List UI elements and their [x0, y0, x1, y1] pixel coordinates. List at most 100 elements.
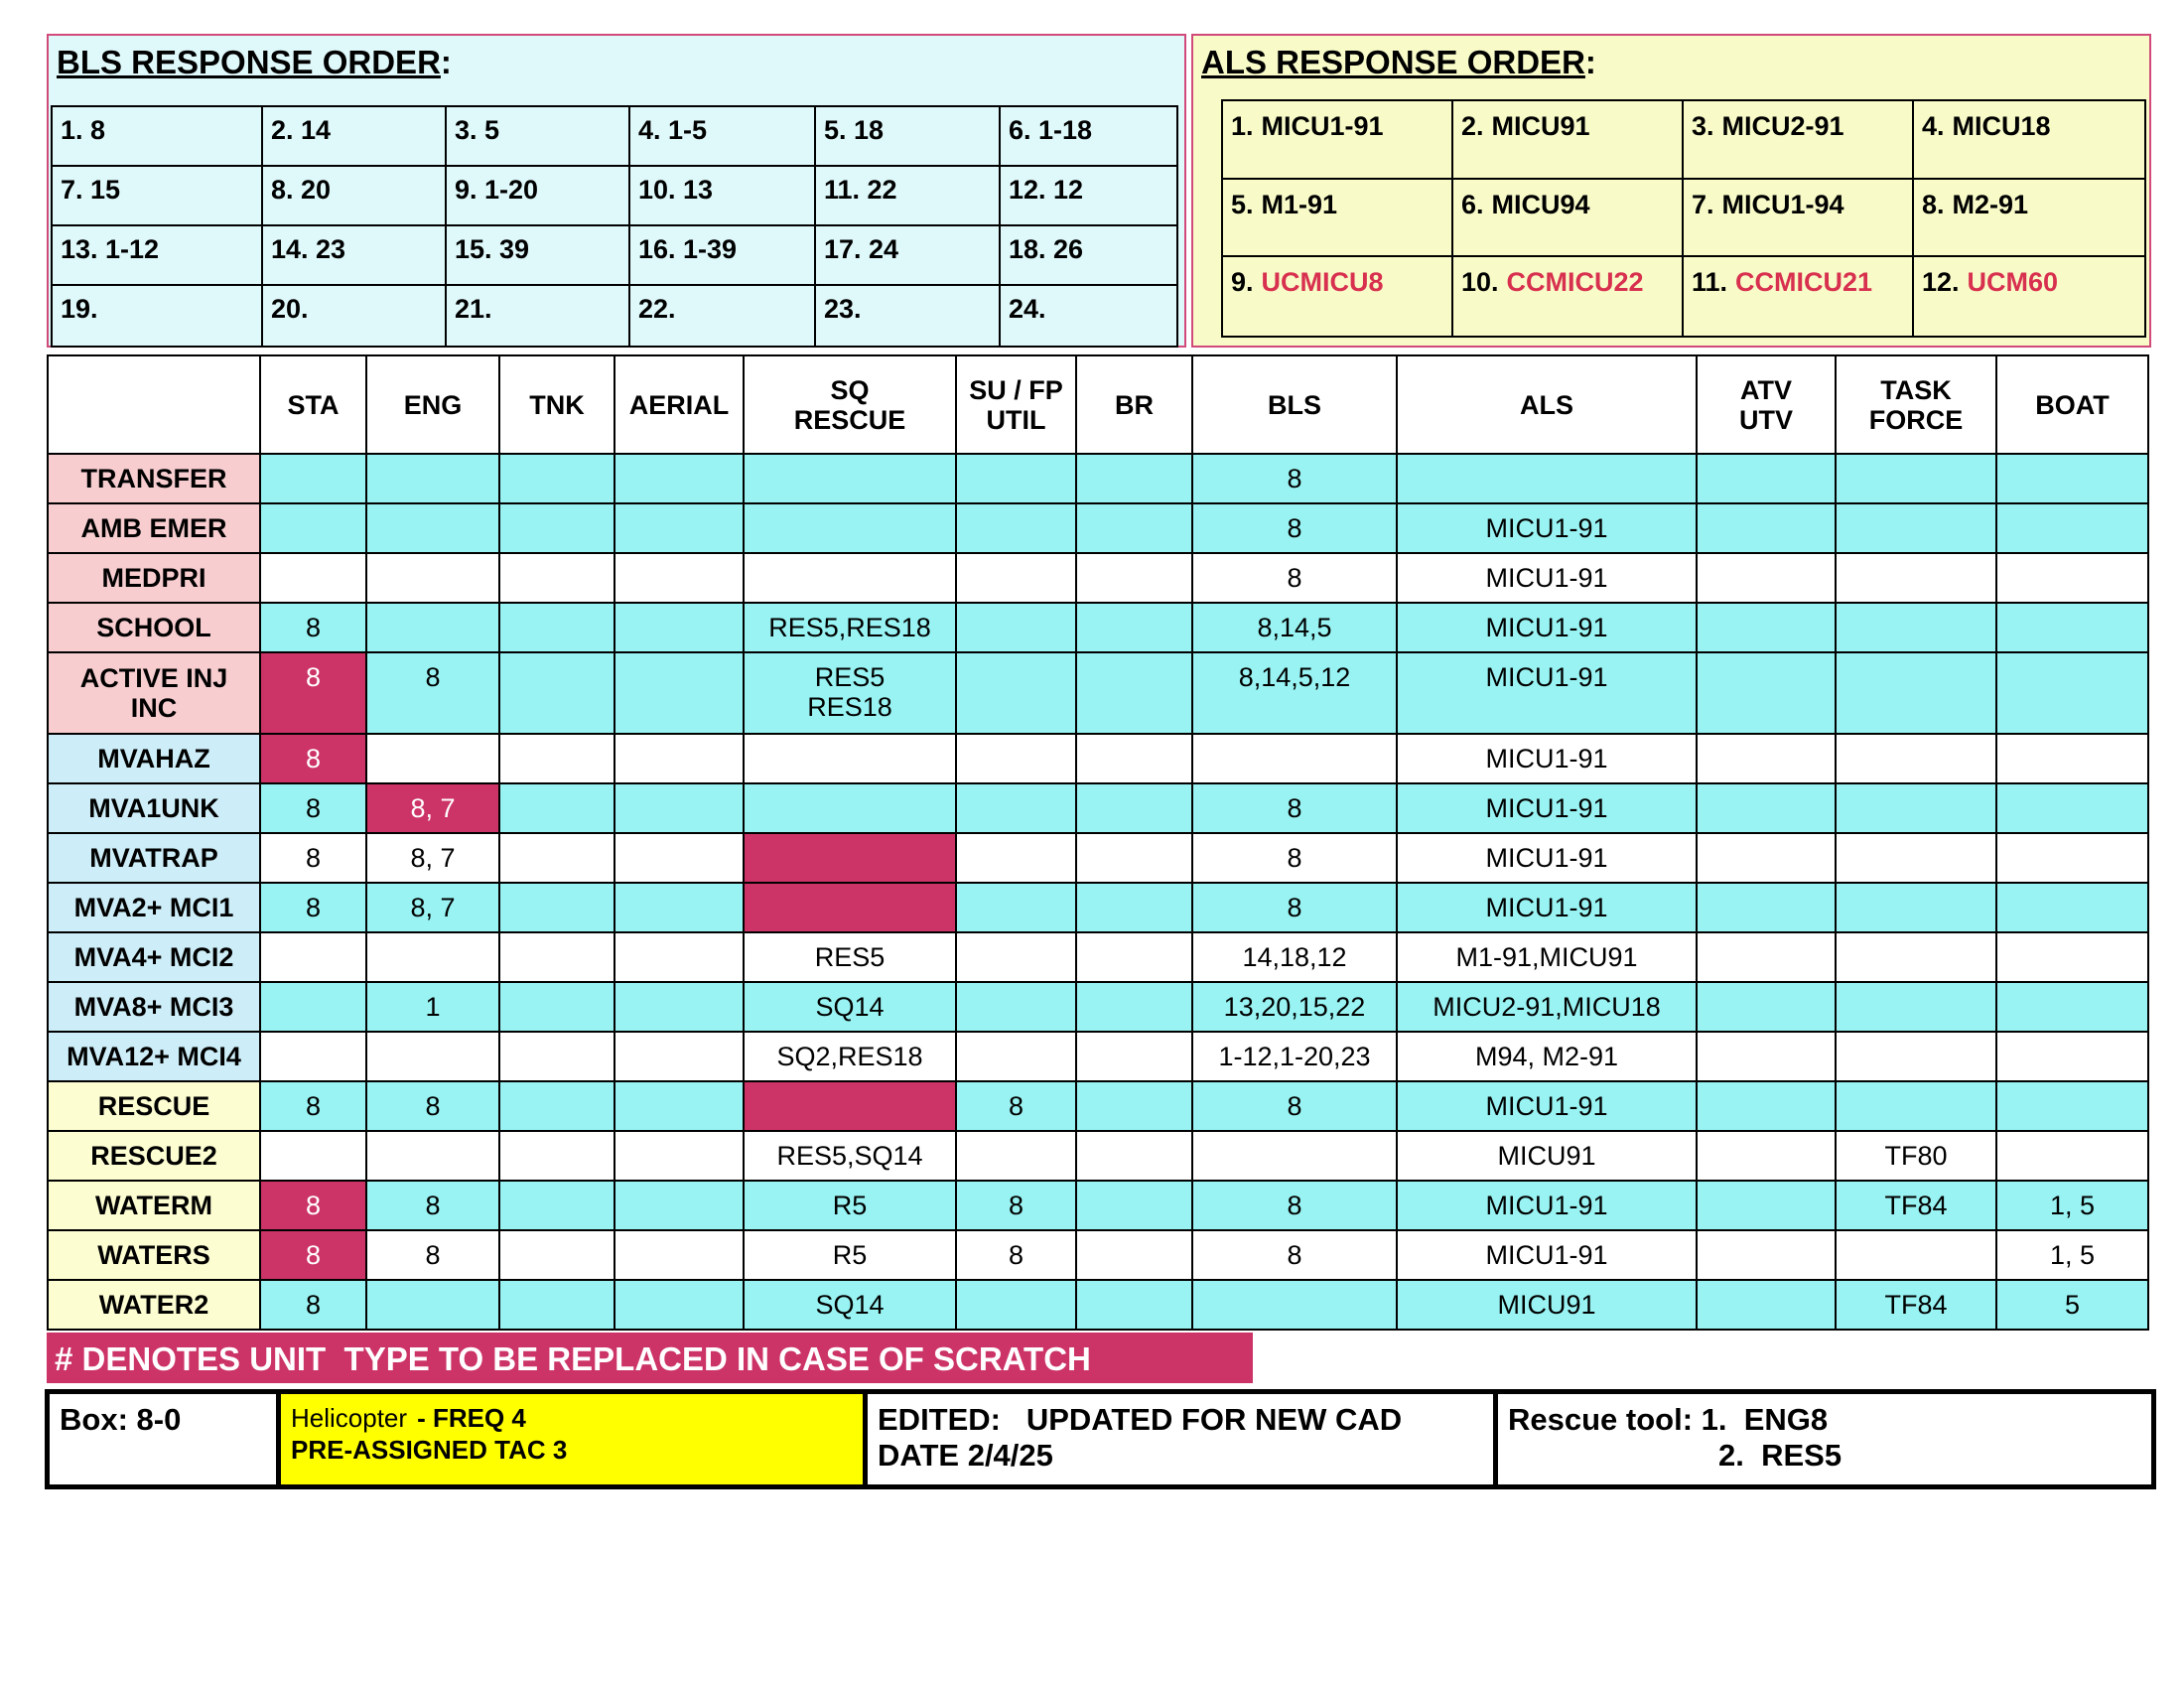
row-label: MVA1UNK [47, 782, 261, 834]
table-cell: MICU1-91 [1396, 733, 1698, 784]
table-cell: 8 [259, 733, 367, 784]
cell-text: RES5,SQ14 [776, 1141, 923, 1171]
table-cell [498, 453, 615, 504]
banner: # DENOTES UNIT TYPE TO BE REPLACED IN CA… [47, 1333, 1253, 1383]
cell-text: 8 [305, 893, 322, 922]
table-cell [498, 1229, 615, 1281]
column-header: TASK FORCE [1835, 354, 1997, 455]
header-line: UTIL [986, 404, 1046, 435]
cell-text: MICU91 [1497, 1290, 1596, 1320]
cell-text: 8 [1287, 793, 1302, 823]
row-label: ACTIVE INJ INC [47, 651, 261, 735]
label-line: WATERM [95, 1191, 212, 1220]
table-cell [743, 782, 957, 834]
table-cell [955, 882, 1077, 933]
bls-cell: 24. [1009, 294, 1046, 324]
table-cell [1995, 602, 2149, 653]
label-line: MVA8+ MCI3 [73, 992, 234, 1022]
table-row: MVATRAP 8 8, 7 8 MICU1-91 [47, 832, 2149, 884]
table-cell [498, 552, 615, 604]
als-cell: 10. CCMICU22 [1453, 257, 1684, 336]
box-number: Box: 8-0 [50, 1394, 281, 1484]
als-number: 5. [1231, 189, 1254, 219]
footer: Box: 8-0 Helicopter - FREQ 4 PRE-ASSIGNED … [45, 1389, 2156, 1489]
cell-text: 8 [305, 1091, 322, 1121]
cell-text: MICU1-91 [1485, 662, 1608, 692]
bls-cell: 11. 22 [816, 167, 1001, 226]
cell-text: R5 [832, 1240, 868, 1270]
table-cell [614, 602, 745, 653]
table-cell [259, 1031, 367, 1082]
table-cell [614, 832, 745, 884]
table-cell [1696, 733, 1837, 784]
table-cell: 5 [1995, 1279, 2149, 1331]
bls-cell: 17. 24 [816, 226, 1001, 286]
table-cell [259, 1130, 367, 1182]
table-cell [1396, 453, 1698, 504]
table-cell [614, 782, 745, 834]
table-cell: MICU1-91 [1396, 832, 1698, 884]
table-cell: 8 [365, 651, 500, 735]
cell-text: MICU1-91 [1485, 744, 1608, 774]
table-cell: 8,14,5,12 [1191, 651, 1398, 735]
als-unit: M1-91 [1261, 189, 1338, 219]
cell-text: 8 [1287, 893, 1302, 922]
table-cell [743, 453, 957, 504]
table-row: MVA12+ MCI4 SQ2,RES18 1-12,1-20,23 M94, M2-… [47, 1031, 2149, 1082]
table-row: MVAHAZ 8 MICU1-91 [47, 733, 2149, 784]
table-cell: 8,14,5 [1191, 602, 1398, 653]
table-cell [1835, 981, 1997, 1033]
table-cell: RES5 [743, 931, 957, 983]
column-header: SQ RESCUE [743, 354, 957, 455]
bls-panel: BLS RESPONSE ORDER: 1. 8 2. 14 3. 5 4. 1-5 5… [47, 34, 1186, 348]
table-cell [1696, 782, 1837, 834]
table-row: MVA4+ MCI2 RES5 14,18,12 M1-91,MICU91 [47, 931, 2149, 983]
table-cell [743, 733, 957, 784]
label-line: RESCUE [97, 1091, 210, 1121]
table-cell [1696, 651, 1837, 735]
cell-text: RES5 [814, 662, 886, 692]
als-cell: 12. UCM60 [1914, 257, 2144, 336]
als-unit: UCMICU8 [1261, 267, 1384, 298]
column-header: ATV UTV [1696, 354, 1837, 455]
cell-text: TF84 [1884, 1191, 1948, 1220]
table-cell [1075, 782, 1193, 834]
cell-text: TF84 [1884, 1290, 1948, 1320]
table-cell [498, 502, 615, 554]
rescue-tool: Rescue tool: 1. ENG8 2. RES5 [1498, 1394, 2151, 1484]
cell-text: 8, 7 [410, 893, 456, 922]
header-line: ENG [403, 389, 463, 420]
bls-cell: 7. 15 [53, 167, 263, 226]
cell-text: 8 [425, 662, 441, 692]
cell-text: MICU1-91 [1485, 793, 1608, 823]
table-cell [259, 453, 367, 504]
header-line: AERIAL [628, 389, 730, 420]
table-cell [1835, 782, 1997, 834]
table-cell [1995, 502, 2149, 554]
table-cell [955, 832, 1077, 884]
cell-text: SQ14 [815, 1290, 885, 1320]
cell-text: RES18 [807, 692, 892, 722]
als-cell: 6. MICU94 [1453, 179, 1684, 258]
table-cell: M1-91,MICU91 [1396, 931, 1698, 983]
bls-cell: 5. 18 [816, 107, 1001, 167]
cell-text: 1 [425, 992, 441, 1022]
table-cell [498, 981, 615, 1033]
cell-text: 8 [1008, 1240, 1024, 1270]
table-cell: 8 [1191, 1180, 1398, 1231]
table-cell: 8 [1191, 832, 1398, 884]
als-unit: UCM60 [1967, 267, 2059, 298]
table-cell [1696, 602, 1837, 653]
table-cell [955, 981, 1077, 1033]
table-cell [1995, 832, 2149, 884]
table-cell [1191, 1130, 1398, 1182]
table-cell [1995, 1130, 2149, 1182]
table-cell: MICU1-91 [1396, 1229, 1698, 1281]
table-cell: MICU1-91 [1396, 1080, 1698, 1132]
table-cell: 8 [259, 651, 367, 735]
table-cell [498, 882, 615, 933]
table-cell [365, 552, 500, 604]
als-cell: 5. M1-91 [1223, 179, 1453, 258]
bls-title: BLS RESPONSE ORDER: [57, 44, 452, 81]
